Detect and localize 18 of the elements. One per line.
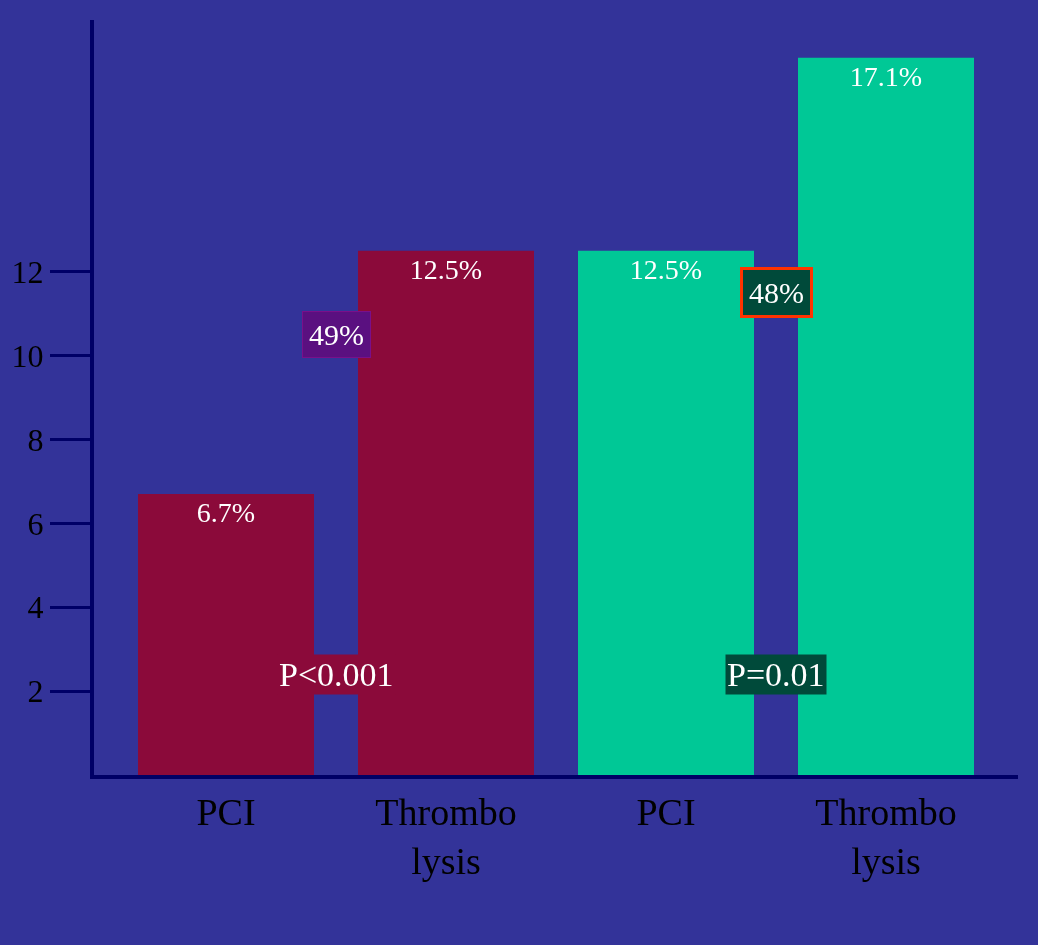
x-tick-label: PCI [636,790,696,833]
y-tick-label: 10 [11,337,44,374]
y-tick-label: 6 [27,505,44,542]
y-tick-label: 4 [27,589,44,626]
annotation: 49% [309,318,364,351]
data-label: 6.7% [196,496,256,528]
x-tick-label: PCI [196,790,256,833]
y-tick-label: 8 [27,421,44,458]
y-tick-label: 12 [11,253,44,290]
data-label: 17.1% [849,60,923,92]
x-tick-label: Thrombo lysis [375,790,517,882]
x-tick-label: Thrombo lysis [815,790,957,882]
annotation: P<0.001 [279,656,394,693]
data-label: 12.5% [409,253,483,285]
y-tick-label: 2 [27,673,44,710]
data-label: 12.5% [629,253,703,285]
annotation: P=0.01 [727,656,825,693]
annotation: 48% [749,276,804,309]
